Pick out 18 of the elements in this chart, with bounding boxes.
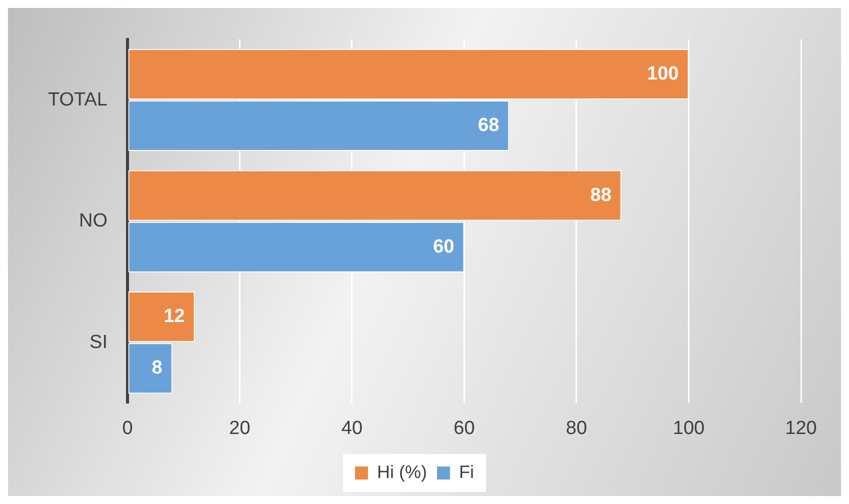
data-label: 60 — [433, 236, 454, 258]
x-tick-label: 80 — [566, 418, 588, 439]
x-tick-label: 0 — [122, 418, 133, 439]
data-label: 88 — [590, 184, 612, 206]
x-tick-label: 100 — [672, 418, 705, 439]
x-tick-label: 20 — [229, 418, 250, 439]
data-label: 12 — [164, 306, 185, 328]
x-tick-label: 60 — [454, 418, 475, 439]
data-label: 100 — [647, 64, 679, 84]
x-tick-label: 40 — [341, 418, 363, 439]
y-tick-label: NO — [78, 210, 108, 232]
data-label: 8 — [152, 358, 162, 379]
x-tick-label: 120 — [785, 418, 817, 439]
y-tick-label: TOTAL — [48, 89, 108, 110]
legend-label: Fi — [459, 462, 474, 482]
data-label: 68 — [478, 115, 500, 136]
legend-label: Hi (%) — [377, 462, 428, 482]
y-tick-label: SI — [90, 332, 108, 353]
